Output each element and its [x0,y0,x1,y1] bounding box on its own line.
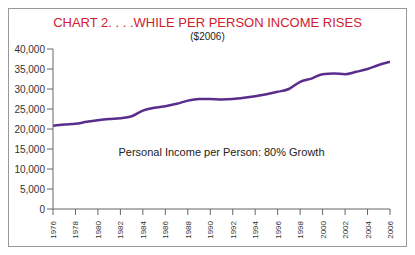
svg-text:1988: 1988 [184,220,193,238]
svg-text:0: 0 [39,204,45,215]
html-text:Personal Income per Person: 80: Personal Income per Person: 80% Growth [118,146,325,158]
svg-text:1990: 1990 [206,220,215,238]
svg-text:1982: 1982 [116,220,125,238]
svg-text:2004: 2004 [364,220,373,238]
svg-text:1998: 1998 [296,220,305,238]
svg-text:25,000: 25,000 [14,104,45,115]
svg-text:2006: 2006 [386,220,395,238]
svg-text:1978: 1978 [71,220,80,238]
svg-text:1994: 1994 [251,220,260,238]
svg-text:35,000: 35,000 [14,64,45,75]
svg-text:20,000: 20,000 [14,124,45,135]
html-text:($2006): ($2006) [190,31,225,42]
svg-text:40,000: 40,000 [14,44,45,55]
svg-text:1986: 1986 [161,220,170,238]
svg-text:1992: 1992 [229,220,238,238]
svg-text:5,000: 5,000 [20,184,45,195]
svg-text:1976: 1976 [49,220,58,238]
svg-text:2002: 2002 [341,220,350,238]
html-text:CHART 2. . . .WHILE PER PERSON: CHART 2. . . .WHILE PER PERSON INCOME RI… [53,15,362,30]
svg-text:30,000: 30,000 [14,84,45,95]
svg-text:1980: 1980 [94,220,103,238]
svg-text:15,000: 15,000 [14,144,45,155]
svg-text:1984: 1984 [139,220,148,238]
svg-text:1996: 1996 [274,220,283,238]
svg-text:10,000: 10,000 [14,164,45,175]
svg-text:2000: 2000 [319,220,328,238]
